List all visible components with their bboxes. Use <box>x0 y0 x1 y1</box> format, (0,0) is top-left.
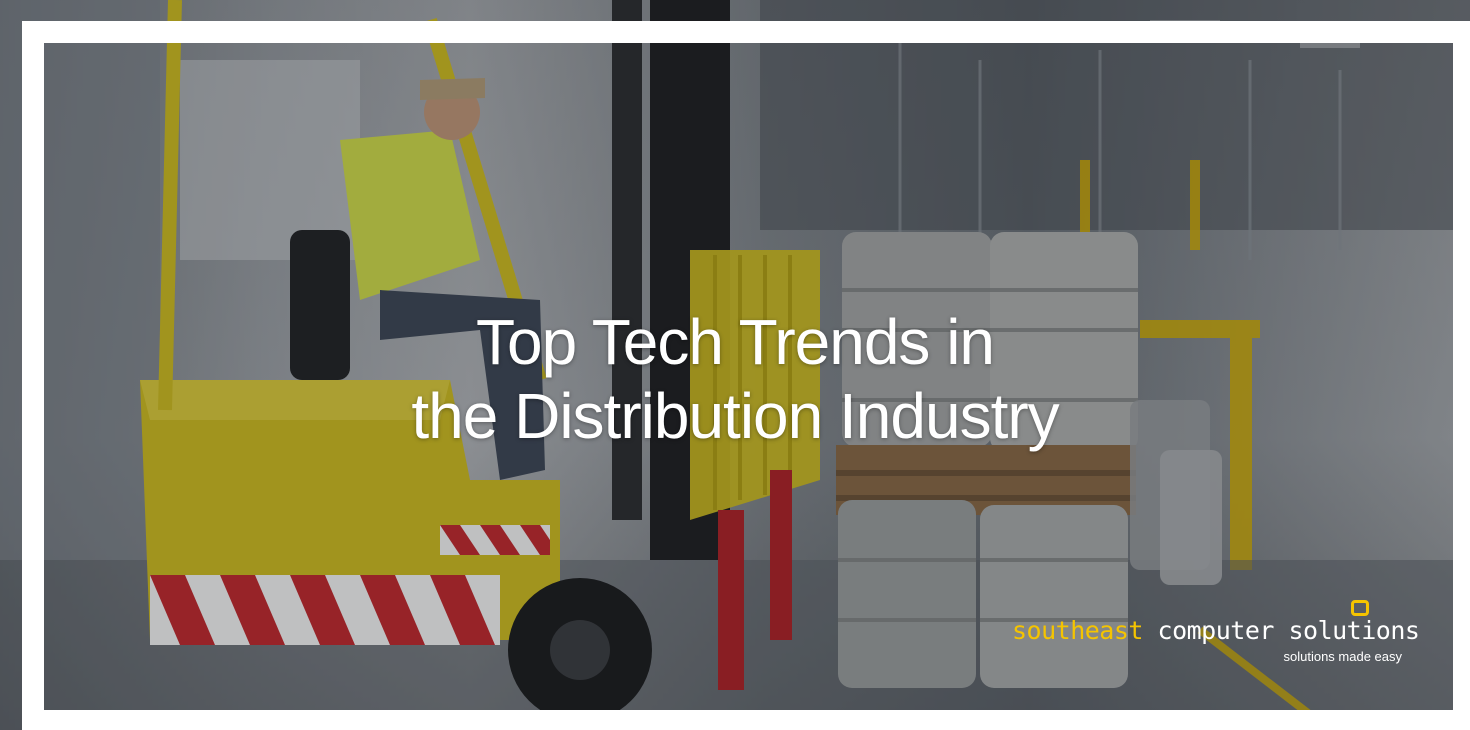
logo-word-southeast: southeast <box>1012 616 1143 645</box>
logo-word-computer-solutions: computer solutions <box>1142 616 1420 645</box>
logo-square-icon <box>1351 600 1369 616</box>
page-title: Top Tech Trends in the Distribution Indu… <box>0 305 1470 453</box>
logo-wordmark: southeast computer solutions <box>1012 616 1420 646</box>
headline-line-2: the Distribution Industry <box>411 379 1059 452</box>
headline-line-1: Top Tech Trends in <box>475 305 995 378</box>
company-logo: southeast computer solutions solutions m… <box>1008 598 1420 668</box>
logo-tagline: solutions made easy <box>1283 649 1402 664</box>
